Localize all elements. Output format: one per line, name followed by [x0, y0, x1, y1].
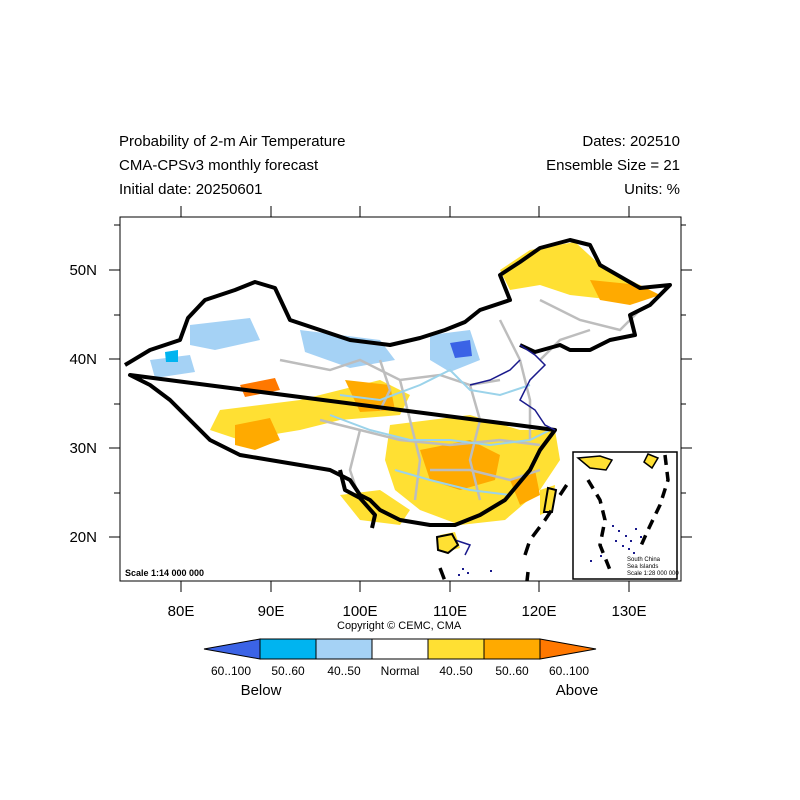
below-50-60-region [450, 340, 472, 358]
colorbar-label: Normal [380, 664, 420, 678]
inset-dashes [586, 454, 670, 571]
units-label: Units: % [624, 181, 680, 198]
above-label: Above [555, 682, 599, 699]
hainan-island [435, 532, 460, 555]
y-tick-label: 50N [69, 262, 97, 279]
small-islands [458, 568, 492, 576]
below-40-50-region [300, 330, 395, 368]
dates-label: Dates: 202510 [582, 133, 680, 150]
title-line-1: Probability of 2-m Air Temperature [119, 133, 346, 150]
y-tick-label: 20N [69, 529, 97, 546]
rivers [329, 368, 551, 496]
colorbar-label: 40..50 [439, 664, 473, 678]
title-line-3: Initial date: 20250601 [119, 181, 263, 198]
scale-label: Scale 1:14 000 000 [125, 568, 205, 578]
ensemble-label: Ensemble Size = 21 [546, 157, 680, 174]
colorbar-label: 60..100 [548, 664, 590, 678]
colorbar-label: 50..60 [271, 664, 305, 678]
colorbar-label: 60..100 [210, 664, 252, 678]
colorbar-label: 50..60 [495, 664, 529, 678]
country-border [123, 238, 672, 527]
y-tick-label: 40N [69, 351, 97, 368]
inset-coast [576, 455, 614, 471]
above-50-60-region [420, 440, 500, 490]
maritime-dashes [438, 479, 572, 582]
inset-coast [643, 453, 660, 470]
below-40-50-region [190, 318, 260, 350]
x-tick-label: 80E [167, 603, 195, 620]
x-tick-label: 100E [342, 603, 378, 620]
colorbar-swatch-6 [483, 638, 541, 660]
coastline [454, 344, 556, 556]
x-tick-label: 120E [521, 603, 557, 620]
colorbar-swatch-1 [203, 638, 261, 660]
colorbar [203, 638, 597, 660]
inset-islands [590, 525, 642, 562]
colorbar-swatch-7 [539, 638, 597, 660]
copyright-text: Copyright © CEMC, CMA [337, 620, 462, 632]
southwest-border [338, 469, 377, 529]
colorbar-label: 40..50 [327, 664, 361, 678]
below-40-50-region [150, 355, 195, 378]
above-50-60-region [235, 418, 280, 450]
colorbar-swatch-5 [427, 638, 485, 660]
x-tick-label: 90E [257, 603, 285, 620]
colorbar-swatch-4 [371, 638, 429, 660]
inset-caption: South China Sea Islands Scale 1:28 000 0… [627, 557, 679, 578]
x-tick-label: 130E [611, 603, 647, 620]
below-label: Below [240, 682, 282, 699]
below-50-60-region [165, 350, 178, 362]
inset-caption-line: South China [627, 557, 661, 563]
x-ticks [180, 206, 630, 592]
inset-caption-line: Scale 1:28 000 000 [627, 571, 679, 577]
y-ticks [109, 224, 692, 538]
x-tick-label: 110E [433, 603, 467, 620]
title-line-2: CMA-CPSv3 monthly forecast [119, 157, 319, 174]
colorbar-swatch-2 [259, 638, 317, 660]
colorbar-swatch-3 [315, 638, 373, 660]
inset-caption-line: Sea Islands [627, 564, 659, 570]
inset-frame [572, 451, 678, 580]
y-tick-label: 30N [69, 440, 97, 457]
